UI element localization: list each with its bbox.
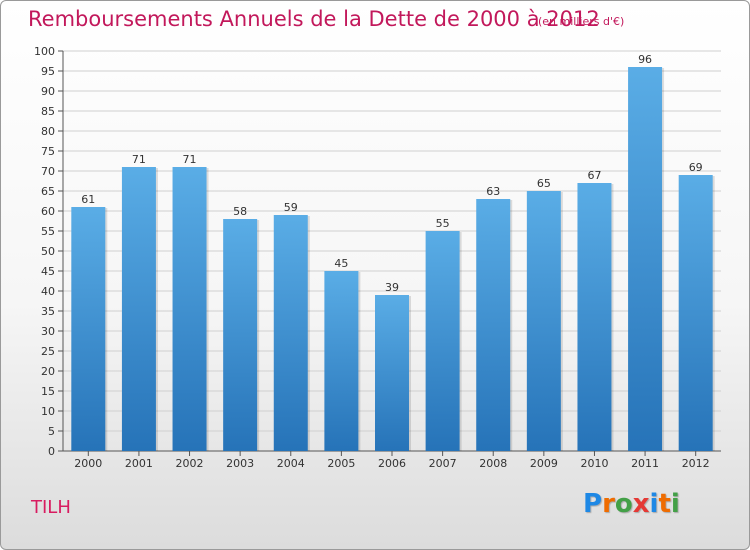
bar-2007 [425, 231, 460, 451]
y-tick-label: 0 [48, 445, 55, 458]
value-label: 71 [183, 153, 197, 166]
y-tick-label: 45 [41, 265, 55, 278]
y-tick-label: 30 [41, 325, 55, 338]
value-label: 65 [537, 177, 551, 190]
x-tick-label: 2010 [580, 457, 608, 470]
value-label: 71 [132, 153, 146, 166]
bar-2008 [476, 199, 511, 451]
value-label: 61 [81, 193, 95, 206]
y-tick-label: 40 [41, 285, 55, 298]
y-tick-label: 85 [41, 105, 55, 118]
value-label: 58 [233, 205, 247, 218]
y-tick-label: 35 [41, 305, 55, 318]
value-label: 59 [284, 201, 298, 214]
bar-2000 [71, 207, 106, 451]
x-tick-label: 2001 [125, 457, 153, 470]
value-label: 63 [486, 185, 500, 198]
y-tick-label: 80 [41, 125, 55, 138]
y-tick-label: 5 [48, 425, 55, 438]
x-tick-label: 2008 [479, 457, 507, 470]
value-labels: 61 71 71 58 59 45 39 55 63 65 67 96 69 [81, 53, 702, 294]
y-tick-label: 100 [34, 45, 55, 58]
y-tick-label: 75 [41, 145, 55, 158]
x-tick-label: 2000 [74, 457, 102, 470]
bar-2004 [273, 215, 308, 451]
bar-2003 [223, 219, 258, 451]
bar-2012 [678, 175, 713, 451]
value-label: 69 [689, 161, 703, 174]
x-tick-label: 2009 [530, 457, 558, 470]
y-tick-label: 65 [41, 185, 55, 198]
value-label: 45 [334, 257, 348, 270]
y-tick-label: 60 [41, 205, 55, 218]
chart-title: Remboursements Annuels de la Dette de 20… [28, 7, 600, 31]
commune-name: TILH [31, 497, 71, 518]
proxiti-logo: Proxiti [583, 489, 680, 519]
bar-2002 [172, 167, 207, 451]
y-tick-label: 20 [41, 365, 55, 378]
bar-2005 [324, 271, 359, 451]
y-tick-label: 95 [41, 65, 55, 78]
logo-letter: i [649, 489, 659, 519]
x-tick-label: 2004 [277, 457, 305, 470]
y-tick-label: 15 [41, 385, 55, 398]
unit-note: (en milliers d'€) [538, 15, 625, 28]
value-label: 39 [385, 281, 399, 294]
value-label: 96 [638, 53, 652, 66]
y-tick-label: 25 [41, 345, 55, 358]
x-tick-label: 2011 [631, 457, 659, 470]
bar-2011 [628, 67, 663, 451]
y-tick-label: 90 [41, 85, 55, 98]
value-label: 67 [587, 169, 601, 182]
logo-letter: i [670, 489, 680, 519]
bar-2010 [577, 183, 612, 451]
y-tick-label: 70 [41, 165, 55, 178]
logo-letter: r [602, 489, 615, 519]
value-label: 55 [436, 217, 450, 230]
x-tick-label: 2006 [378, 457, 406, 470]
bar-2009 [526, 191, 561, 451]
x-tick-label: 2003 [226, 457, 254, 470]
bars [71, 67, 715, 451]
x-tick-label: 2012 [682, 457, 710, 470]
logo-letter: o [614, 489, 633, 519]
y-tick-label: 10 [41, 405, 55, 418]
x-tick-label: 2007 [429, 457, 457, 470]
x-tick-label: 2005 [327, 457, 355, 470]
logo-letter: t [658, 489, 671, 519]
x-tick-label: 2002 [176, 457, 204, 470]
bar-2006 [375, 295, 409, 451]
bar-2001 [121, 167, 156, 451]
logo-letter: P [583, 489, 603, 519]
logo-letter: x [632, 489, 650, 519]
y-tick-label: 50 [41, 245, 55, 258]
y-tick-label: 55 [41, 225, 55, 238]
